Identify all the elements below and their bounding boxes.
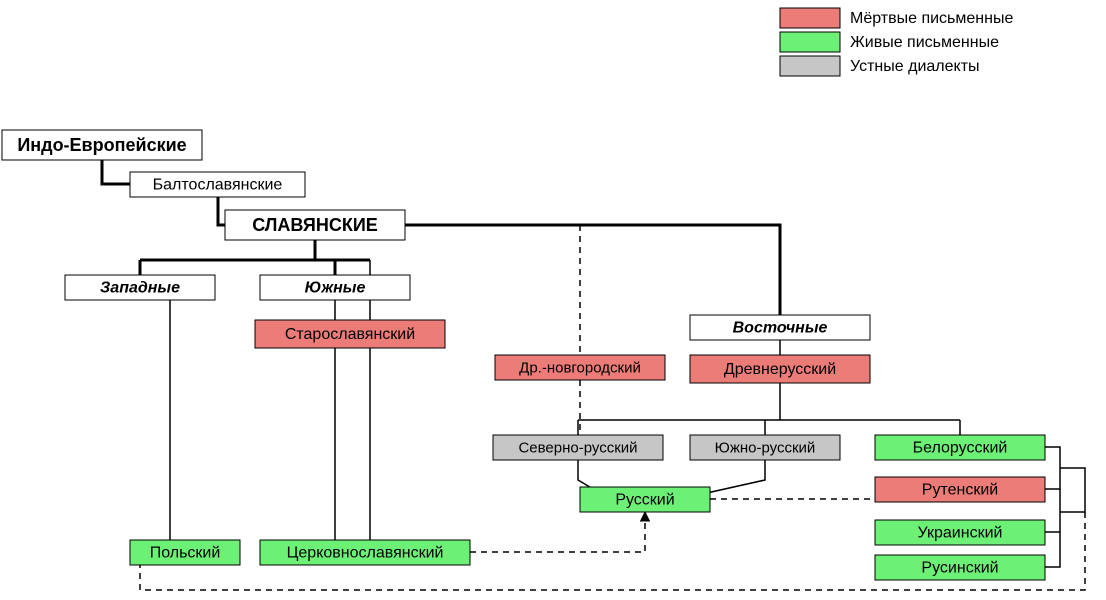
node-ruthen: Рутенский <box>875 477 1045 502</box>
node-novgorod: Др.-новгородский <box>495 355 665 380</box>
node-label-ocs: Старославянский <box>285 326 415 343</box>
node-srus: Южно-русский <box>690 435 840 460</box>
node-belarus: Белорусский <box>875 435 1045 460</box>
node-nrus: Северно-русский <box>493 435 663 460</box>
edge <box>218 197 225 225</box>
node-label-nrus: Северно-русский <box>518 439 637 456</box>
legend-label: Мёртвые письменные <box>850 10 1013 27</box>
node-oldrus: Древнерусский <box>690 355 870 383</box>
edge <box>1045 447 1060 489</box>
node-south: Южные <box>260 275 410 300</box>
node-label-indo: Индо-Европейские <box>17 135 186 155</box>
node-label-slavic: СЛАВЯНСКИЕ <box>252 215 378 235</box>
node-east: Восточные <box>690 315 870 340</box>
node-church: Церковнославянский <box>260 540 470 565</box>
legend-label: Живые письменные <box>850 34 999 51</box>
node-label-ukr: Украинский <box>918 525 1003 542</box>
node-label-east: Восточные <box>733 320 828 337</box>
node-rusin: Русинский <box>875 555 1045 580</box>
node-indo: Индо-Европейские <box>2 130 202 160</box>
node-label-south: Южные <box>305 280 366 297</box>
legend-swatch <box>780 8 840 28</box>
edge <box>1060 468 1085 512</box>
node-label-west: Западные <box>100 280 180 297</box>
slavic-language-tree: Индо-Европейские Балтославянские СЛАВЯНСКИ… <box>0 0 1106 600</box>
node-label-belarus: Белорусский <box>913 440 1008 457</box>
node-ukr: Украинский <box>875 520 1045 545</box>
node-label-rusin: Русинский <box>921 560 998 577</box>
node-slavic: СЛАВЯНСКИЕ <box>225 210 405 240</box>
edge <box>1045 489 1060 532</box>
edge <box>102 160 130 184</box>
node-balto: Балтославянские <box>130 172 305 197</box>
node-label-church: Церковнославянский <box>287 545 444 562</box>
node-russian: Русский <box>580 487 710 512</box>
node-polish: Польский <box>130 540 240 565</box>
node-label-srus: Южно-русский <box>715 439 816 456</box>
node-label-ruthen: Рутенский <box>922 482 998 499</box>
node-label-russian: Русский <box>615 492 674 509</box>
node-ocs: Старославянский <box>255 320 445 348</box>
legend-label: Устные диалекты <box>850 58 980 75</box>
node-label-novgorod: Др.-новгородский <box>519 359 641 376</box>
legend-swatch <box>780 32 840 52</box>
node-label-balto: Балтославянские <box>153 177 283 194</box>
edge <box>470 512 645 552</box>
node-west: Западные <box>65 275 215 300</box>
edge <box>405 225 780 315</box>
edge <box>1045 532 1060 567</box>
node-label-polish: Польский <box>150 545 221 562</box>
node-label-oldrus: Древнерусский <box>724 361 836 378</box>
legend-swatch <box>780 56 840 76</box>
